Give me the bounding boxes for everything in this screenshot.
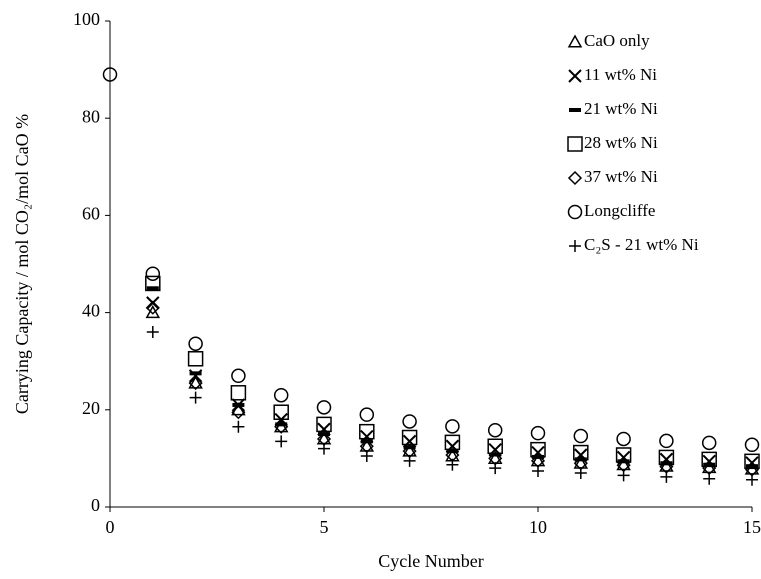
marker-circle bbox=[273, 387, 289, 403]
marker-plus bbox=[574, 466, 587, 479]
marker-x bbox=[568, 69, 582, 83]
y-tick-label: 60 bbox=[82, 204, 100, 224]
marker-plus bbox=[703, 472, 716, 485]
marker-square bbox=[230, 385, 247, 401]
legend-label: 37 wt% Ni bbox=[584, 167, 658, 186]
legend-label: 11 wt% Ni bbox=[584, 65, 657, 84]
marker-bar bbox=[318, 432, 330, 437]
marker-bar bbox=[232, 402, 245, 407]
marker-circle bbox=[102, 67, 118, 82]
y-tick-label: 40 bbox=[82, 301, 100, 321]
marker-bar bbox=[446, 449, 459, 454]
marker-circle bbox=[530, 425, 546, 441]
marker-diamond bbox=[145, 300, 160, 315]
marker-bar bbox=[360, 439, 373, 444]
marker-bar bbox=[403, 445, 416, 450]
y-tick-label: 0 bbox=[91, 495, 100, 515]
marker-bar bbox=[569, 108, 581, 112]
marker-plus bbox=[532, 465, 544, 478]
marker-square bbox=[615, 447, 632, 463]
marker-diamond bbox=[567, 170, 583, 186]
marker-circle bbox=[188, 336, 203, 351]
marker-circle bbox=[359, 407, 375, 422]
legend-label: 21 wt% Ni bbox=[584, 99, 658, 118]
marker-square bbox=[359, 423, 375, 440]
marker-square bbox=[316, 416, 332, 433]
marker-circle bbox=[487, 422, 503, 438]
marker-plus bbox=[275, 435, 288, 448]
marker-bar bbox=[746, 464, 758, 469]
marker-diamond bbox=[231, 405, 246, 420]
marker-square bbox=[273, 404, 289, 420]
x-tick-label: 10 bbox=[529, 517, 547, 537]
marker-circle bbox=[616, 431, 631, 447]
y-tick-label: 100 bbox=[73, 9, 100, 29]
marker-circle bbox=[744, 437, 760, 453]
marker-plus bbox=[569, 240, 581, 252]
marker-circle bbox=[316, 400, 332, 415]
marker-square bbox=[187, 351, 204, 367]
marker-circle bbox=[445, 419, 460, 434]
marker-triangle bbox=[145, 305, 161, 319]
x-tick-label: 5 bbox=[320, 517, 329, 537]
marker-plus bbox=[446, 458, 459, 471]
marker-plus bbox=[403, 454, 416, 467]
marker-square bbox=[744, 453, 760, 470]
marker-square bbox=[145, 275, 161, 292]
marker-plus bbox=[489, 462, 502, 475]
marker-square bbox=[658, 449, 675, 466]
marker-plus bbox=[360, 449, 373, 462]
marker-plus bbox=[146, 326, 159, 339]
marker-plus bbox=[189, 391, 202, 404]
marker-diamond bbox=[274, 419, 289, 434]
marker-bar bbox=[189, 371, 202, 376]
marker-plus bbox=[232, 420, 245, 433]
legend-label: 28 wt% Ni bbox=[584, 133, 658, 152]
legend-label: C₂S - 21 wt% Ni bbox=[584, 235, 699, 254]
y-tick-label: 80 bbox=[82, 106, 100, 126]
marker-triangle bbox=[567, 34, 583, 48]
marker-bar bbox=[275, 422, 288, 427]
marker-triangle bbox=[188, 375, 203, 389]
marker-circle bbox=[231, 368, 246, 384]
marker-plus bbox=[660, 470, 673, 483]
marker-plus bbox=[746, 473, 758, 486]
marker-circle bbox=[659, 433, 674, 449]
y-axis-label: Carrying Capacity / mol CO₂/mol CaO % bbox=[12, 114, 32, 414]
x-axis-label: Cycle Number bbox=[378, 551, 483, 571]
marker-bar bbox=[660, 461, 673, 466]
marker-bar bbox=[146, 286, 159, 291]
marker-circle bbox=[402, 414, 417, 429]
marker-x bbox=[146, 296, 160, 310]
x-tick-label: 0 bbox=[106, 517, 115, 537]
marker-circle bbox=[567, 204, 583, 220]
marker-square bbox=[573, 444, 589, 461]
marker-square bbox=[567, 136, 583, 152]
marker-circle bbox=[145, 266, 161, 281]
x-tick-label: 15 bbox=[743, 517, 761, 537]
marker-plus bbox=[318, 442, 330, 455]
legend-label: Longcliffe bbox=[584, 201, 655, 220]
y-tick-label: 20 bbox=[82, 398, 100, 418]
marker-bar bbox=[703, 462, 716, 467]
marker-square bbox=[701, 451, 717, 468]
marker-square bbox=[530, 441, 546, 458]
marker-diamond bbox=[188, 376, 203, 391]
marker-circle bbox=[701, 435, 717, 451]
marker-bar bbox=[489, 452, 502, 457]
marker-circle bbox=[573, 428, 589, 444]
marker-plus bbox=[617, 469, 630, 482]
legend-label: CaO only bbox=[584, 31, 650, 50]
